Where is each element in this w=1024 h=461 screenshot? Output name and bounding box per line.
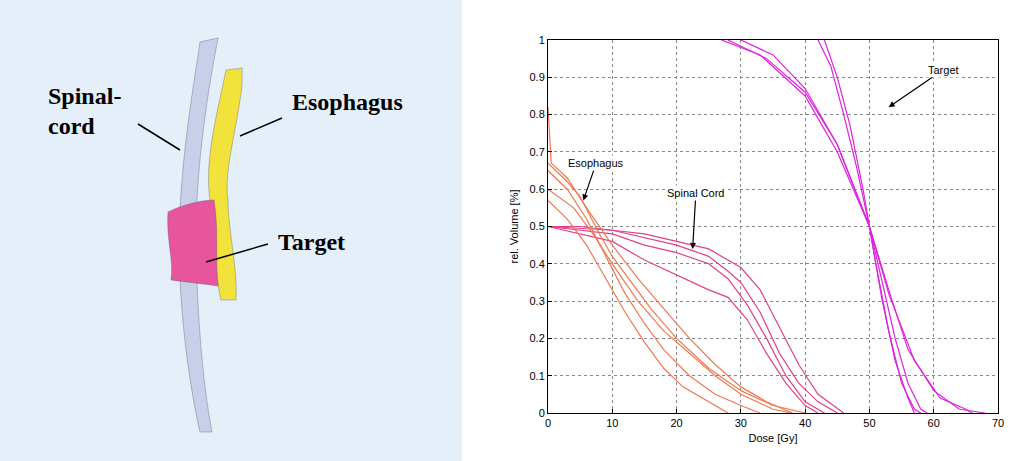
svg-text:0.8: 0.8 [530,108,545,120]
svg-text:0.9: 0.9 [530,71,545,83]
svg-text:Esophagus: Esophagus [292,89,403,115]
svg-text:50: 50 [863,417,875,429]
svg-text:rel. Volume [%]: rel. Volume [%] [508,190,520,264]
svg-text:0: 0 [545,417,551,429]
svg-text:Spinal Cord: Spinal Cord [667,187,724,199]
svg-text:40: 40 [799,417,811,429]
svg-text:Esophagus: Esophagus [568,157,624,169]
svg-text:0.7: 0.7 [530,146,545,158]
svg-text:1: 1 [539,34,545,46]
svg-text:30: 30 [735,417,747,429]
svg-text:Dose [Gy]: Dose [Gy] [749,432,798,444]
svg-text:20: 20 [670,417,682,429]
svg-text:0.1: 0.1 [530,370,545,382]
svg-text:0.5: 0.5 [530,220,545,232]
svg-text:0.3: 0.3 [530,295,545,307]
svg-text:60: 60 [928,417,940,429]
svg-text:Target: Target [928,64,959,76]
svg-text:0.6: 0.6 [530,183,545,195]
svg-text:Spinal-cord: Spinal-cord [48,83,121,139]
svg-text:10: 10 [606,417,618,429]
svg-text:0: 0 [539,407,545,419]
svg-text:0.2: 0.2 [530,332,545,344]
svg-text:Target: Target [278,229,345,255]
svg-text:0.4: 0.4 [530,258,545,270]
svg-text:70: 70 [992,417,1004,429]
